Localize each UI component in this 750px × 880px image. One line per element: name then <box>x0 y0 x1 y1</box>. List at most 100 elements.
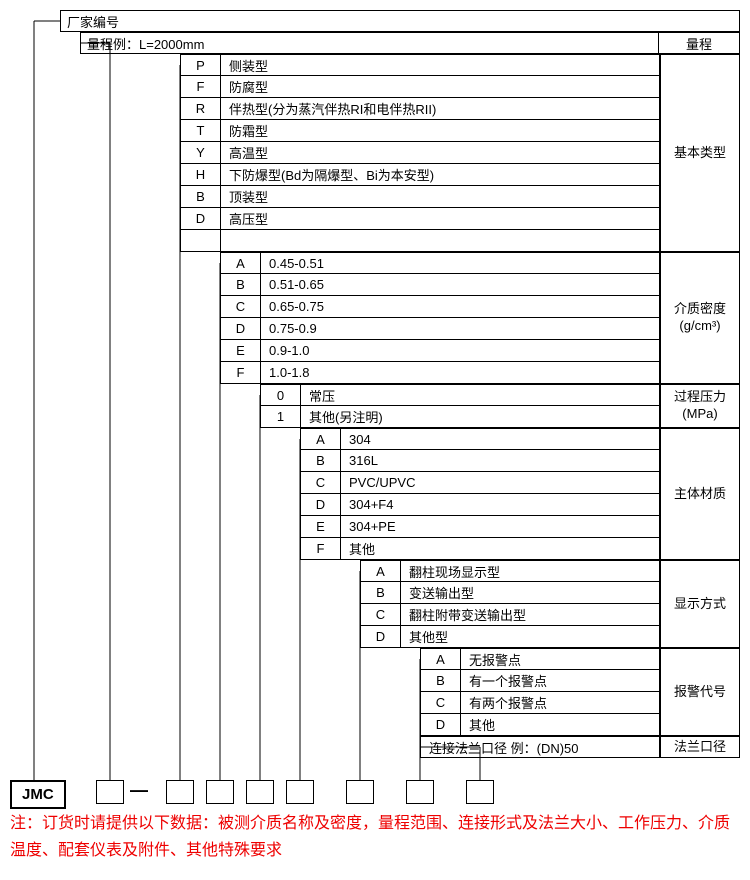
section-flange: 连接法兰口径 例：(DN)50 <box>420 736 660 758</box>
code-cell: B <box>221 274 261 295</box>
code-cell: D <box>181 208 221 229</box>
code-cell: A <box>301 429 341 449</box>
desc-cell: 304+PE <box>341 516 659 537</box>
desc-cell: 其他(另注明) <box>301 406 659 427</box>
row-display-0: A翻柱现场显示型 <box>360 560 660 582</box>
desc-cell: 0.65-0.75 <box>261 296 659 317</box>
right-label-pressure: 过程压力(MPa) <box>660 384 740 428</box>
code-cell: B <box>301 450 341 471</box>
code-box-2 <box>206 780 234 804</box>
row-basic_type-1: F防腐型 <box>180 76 660 98</box>
header-range: 量程例：L=2000mm量程 <box>80 32 740 54</box>
code-cell: R <box>181 98 221 119</box>
code-cell: C <box>421 692 461 713</box>
row-basic_type-4: Y高温型 <box>180 142 660 164</box>
code-cell: T <box>181 120 221 141</box>
code-cell: F <box>221 362 261 383</box>
desc-cell: 防霜型 <box>221 120 659 141</box>
desc-cell: 翻柱附带变送输出型 <box>401 604 659 625</box>
code-cell: B <box>181 186 221 207</box>
code-cell: 0 <box>261 385 301 405</box>
row-display-3: D其他型 <box>360 626 660 648</box>
desc-cell <box>221 230 659 251</box>
header-manufacturer: 厂家编号 <box>60 10 740 32</box>
row-material-0: A304 <box>300 428 660 450</box>
row-density-4: E0.9-1.0 <box>220 340 660 362</box>
code-cell: C <box>221 296 261 317</box>
desc-cell: 侧装型 <box>221 55 659 75</box>
desc-cell: 0.9-1.0 <box>261 340 659 361</box>
code-cell: F <box>181 76 221 97</box>
code-cell: B <box>361 582 401 603</box>
code-cell: Y <box>181 142 221 163</box>
right-label-material: 主体材质 <box>660 428 740 560</box>
row-material-4: E304+PE <box>300 516 660 538</box>
row-alarm-2: C有两个报警点 <box>420 692 660 714</box>
desc-cell: 0.51-0.65 <box>261 274 659 295</box>
section-basic_type: P侧装型F防腐型R伴热型(分为蒸汽伴热RI和电伴热RII)T防霜型Y高温型H下防… <box>180 54 660 252</box>
code-cell: P <box>181 55 221 75</box>
code-cell: F <box>301 538 341 559</box>
code-cell: D <box>361 626 401 647</box>
row-density-1: B0.51-0.65 <box>220 274 660 296</box>
desc-cell: 防腐型 <box>221 76 659 97</box>
row-basic_type-5: H下防爆型(Bd为隔爆型、Bi为本安型) <box>180 164 660 186</box>
right-label-alarm: 报警代号 <box>660 648 740 736</box>
desc-cell: PVC/UPVC <box>341 472 659 493</box>
desc-cell: 其他 <box>341 538 659 559</box>
code-box-3 <box>246 780 274 804</box>
code-cell: 1 <box>261 406 301 427</box>
desc-cell: 304 <box>341 429 659 449</box>
code-cell: H <box>181 164 221 185</box>
section-density: A0.45-0.51B0.51-0.65C0.65-0.75D0.75-0.9E… <box>220 252 660 384</box>
jmc-label: JMC <box>10 780 66 809</box>
row-density-2: C0.65-0.75 <box>220 296 660 318</box>
row-display-1: B变送输出型 <box>360 582 660 604</box>
code-cell: A <box>421 649 461 669</box>
row-basic_type-3: T防霜型 <box>180 120 660 142</box>
right-label-display: 显示方式 <box>660 560 740 648</box>
desc-cell: 翻柱现场显示型 <box>401 561 659 581</box>
code-cell: A <box>221 253 261 273</box>
row-alarm-1: B有一个报警点 <box>420 670 660 692</box>
desc-cell: 下防爆型(Bd为隔爆型、Bi为本安型) <box>221 164 659 185</box>
code-box-6 <box>406 780 434 804</box>
desc-cell: 高压型 <box>221 208 659 229</box>
row-basic_type-8 <box>180 230 660 252</box>
right-label-flange: 法兰口径 <box>660 736 740 758</box>
desc-cell: 304+F4 <box>341 494 659 515</box>
desc-cell: 其他型 <box>401 626 659 647</box>
desc-cell: 其他 <box>461 714 659 735</box>
code-box-5 <box>346 780 374 804</box>
row-basic_type-2: R伴热型(分为蒸汽伴热RI和电伴热RII) <box>180 98 660 120</box>
code-cell: E <box>301 516 341 537</box>
code-cell: C <box>301 472 341 493</box>
row-density-5: F1.0-1.8 <box>220 362 660 384</box>
desc-cell: 常压 <box>301 385 659 405</box>
code-cell: A <box>361 561 401 581</box>
desc-cell: 变送输出型 <box>401 582 659 603</box>
order-note: 注：订货时请提供以下数据：被测介质名称及密度，量程范围、连接形式及法兰大小、工作… <box>10 810 730 864</box>
right-label-basic_type: 基本类型 <box>660 54 740 252</box>
code-box-4 <box>286 780 314 804</box>
desc-cell: 0.75-0.9 <box>261 318 659 339</box>
desc-cell: 316L <box>341 450 659 471</box>
dash-separator: — <box>130 780 148 801</box>
row-basic_type-6: B顶装型 <box>180 186 660 208</box>
desc-cell: 顶装型 <box>221 186 659 207</box>
code-box-0 <box>96 780 124 804</box>
desc-cell: 有两个报警点 <box>461 692 659 713</box>
code-cell: C <box>361 604 401 625</box>
row-alarm-3: D其他 <box>420 714 660 736</box>
code-cell: D <box>421 714 461 735</box>
row-pressure-0: 0常压 <box>260 384 660 406</box>
code-cell: D <box>221 318 261 339</box>
section-pressure: 0常压1其他(另注明) <box>260 384 660 428</box>
row-alarm-0: A无报警点 <box>420 648 660 670</box>
bottom-code-boxes: JMC <box>10 780 66 809</box>
desc-cell: 无报警点 <box>461 649 659 669</box>
section-alarm: A无报警点B有一个报警点C有两个报警点D其他 <box>420 648 660 736</box>
code-cell: E <box>221 340 261 361</box>
row-display-2: C翻柱附带变送输出型 <box>360 604 660 626</box>
row-density-0: A0.45-0.51 <box>220 252 660 274</box>
